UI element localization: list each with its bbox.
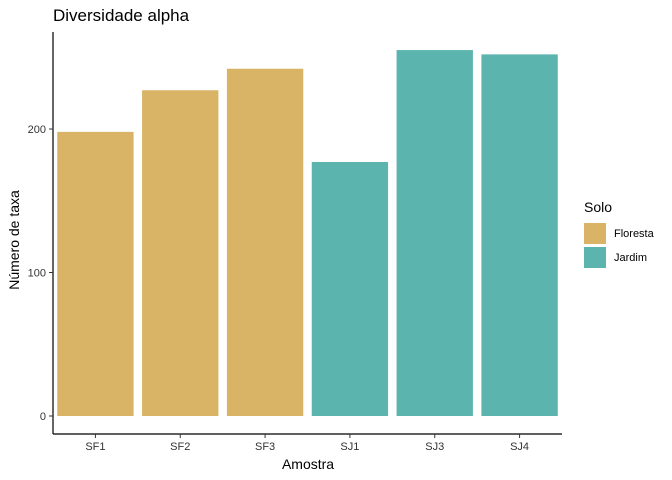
- x-ticks: SF1 SF2 SF3 SJ1 SJ3 SJ4: [85, 434, 529, 453]
- y-tick-label-100: 100: [28, 268, 46, 280]
- x-tick-label-sj1: SJ1: [340, 441, 359, 453]
- y-tick-label-200: 200: [28, 124, 46, 136]
- legend: Solo Floresta Jardim: [584, 199, 655, 268]
- legend-label-jardim: Jardim: [614, 252, 647, 264]
- chart-title: Diversidade alpha: [53, 6, 190, 25]
- bars: [57, 50, 558, 416]
- bar-sj3: [396, 50, 473, 416]
- bar-sf1: [57, 131, 134, 416]
- legend-title: Solo: [584, 199, 612, 215]
- x-tick-label-sj4: SJ4: [510, 441, 529, 453]
- x-tick-label-sf3: SF3: [255, 441, 275, 453]
- x-tick-label-sf2: SF2: [170, 441, 190, 453]
- x-axis-title: Amostra: [282, 456, 334, 472]
- legend-swatch-jardim: [584, 247, 606, 268]
- bar-sj4: [481, 54, 558, 416]
- bar-sj1: [311, 162, 389, 416]
- y-ticks: 0 100 200: [28, 124, 53, 423]
- y-axis-title: Número de taxa: [6, 190, 22, 290]
- bar-sf3: [226, 68, 304, 416]
- x-tick-label-sj3: SJ3: [425, 441, 444, 453]
- legend-label-floresta: Floresta: [614, 228, 655, 240]
- y-tick-label-0: 0: [40, 411, 46, 423]
- legend-swatch-floresta: [584, 223, 606, 244]
- legend-items: Floresta Jardim: [584, 223, 655, 268]
- bar-sf2: [142, 90, 219, 416]
- x-tick-label-sf1: SF1: [85, 441, 105, 453]
